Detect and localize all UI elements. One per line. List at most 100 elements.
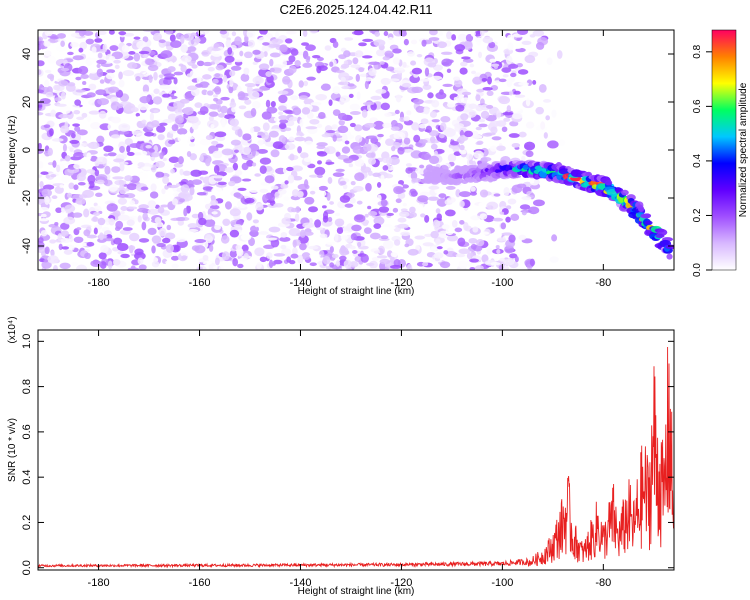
spectrogram-cell [419,78,430,82]
spectrogram-cell [355,73,360,82]
spectrogram-cell [304,196,315,205]
spectrogram-cell [126,183,138,191]
spectrogram-cell [93,202,98,207]
y-tick-label: 0.0 [21,560,33,575]
spectrogram-cell [496,237,507,242]
spectrogram-cell [480,156,492,162]
spectrogram-cell [229,208,241,217]
spectrogram-cell [165,260,176,265]
spectrogram-cell [183,33,190,39]
spectrogram-cell [191,213,200,219]
spectrogram-cell [214,73,221,78]
spectrogram-cell [422,262,429,267]
spectrogram-cell [257,132,266,136]
spectrogram-cell [294,213,300,223]
spectrogram-cell [373,120,385,130]
spectrogram-cell [129,143,141,149]
spectrogram-cell [282,59,287,68]
spectrogram-cell [393,131,406,140]
spectrogram-cell [137,215,142,223]
spectrogram-cell [150,167,156,171]
spectrogram-cell [495,245,500,249]
spectrogram-cell [70,42,79,48]
spectrogram-cell [318,185,328,191]
spectrogram-cell [210,61,216,65]
spectrogram-cell [459,220,465,225]
spectrogram-cell [503,30,509,35]
spectrogram-cell [173,77,178,85]
spectrogram-cell [302,231,314,236]
spectrogram-cell [100,244,109,253]
spectrogram-cell [256,148,268,154]
spectrogram-cell [373,39,386,47]
spectrogram-cell [203,261,212,265]
spectrogram-cell [446,68,452,73]
spectrogram-cell [390,126,400,131]
spectrogram-cell [278,122,287,130]
spectrogram-cell [375,49,386,57]
spectrogram-cell [301,42,309,46]
spectrogram-cell [191,179,203,185]
spectrogram-cell [288,55,296,63]
spectrogram-cell [468,103,478,109]
spectrogram-cell [218,265,225,270]
spectrogram-cell [180,34,185,44]
colorbar-tick-label: 0.4 [692,154,703,168]
spectrogram-cell [47,55,57,64]
spectrogram-cell [128,51,136,55]
spectrogram-cell [341,146,351,154]
spectrogram-cell [375,88,387,94]
spectrogram-cell [78,30,86,37]
spectrogram-cell [347,83,355,87]
spectrogram-cell [169,34,176,42]
spectrogram-cell [171,124,179,132]
spectrogram-cell [320,191,327,197]
spectrogram-cell [158,74,164,79]
spectrogram-cell [225,62,232,66]
spectrogram-cell [342,183,348,190]
spectrogram-ridge-cell [666,253,673,260]
colorbar-tick-label: 0.0 [692,263,703,277]
spectrogram-cell [52,160,57,168]
spectrogram-cell [402,202,408,207]
spectrogram-cell [506,78,513,88]
spectrogram-cell [455,189,461,198]
spectrogram-cell [445,185,456,190]
spectrogram-cell [463,222,469,231]
spectrogram-cell [201,50,210,57]
spectrogram-cell [407,51,415,57]
spectrogram-cell [269,52,281,58]
spectrogram-cell [354,172,365,181]
spectrogram-cell [338,54,347,60]
spectrogram-cell [142,212,148,221]
spectrogram-cell [86,169,96,174]
spectrogram-cell [503,258,515,266]
spectrogram-cell [142,84,150,94]
spectrogram-cell [424,214,430,223]
spectrogram-cell [262,194,268,203]
x-tick-label: -120 [390,277,412,289]
spectrogram-cell [94,38,103,43]
spectrogram-cell [128,245,136,251]
spectrogram-cell [433,150,438,156]
spectrogram-cell [410,190,418,197]
spectrogram-cell [479,189,489,198]
spectrogram-cell [147,227,157,236]
spectrogram-cell [110,134,121,139]
spectrogram-cell [446,234,459,242]
spectrogram-cell [229,229,240,238]
spectrogram-cell [38,69,42,75]
spectrogram-ridge-cell [499,161,507,167]
spectrogram-cell [335,168,345,173]
spectrogram-cell [489,120,501,127]
spectrogram-cell [529,34,536,38]
spectrogram-cell [69,139,80,144]
spectrogram-cell [61,246,70,250]
spectrogram-cell [54,97,62,102]
spectrogram-cell [529,258,535,267]
spectrogram-cell [275,265,285,270]
x-tick-label: -140 [289,277,311,289]
spectrogram-cell [454,44,466,52]
spectrogram-cell [354,158,365,167]
